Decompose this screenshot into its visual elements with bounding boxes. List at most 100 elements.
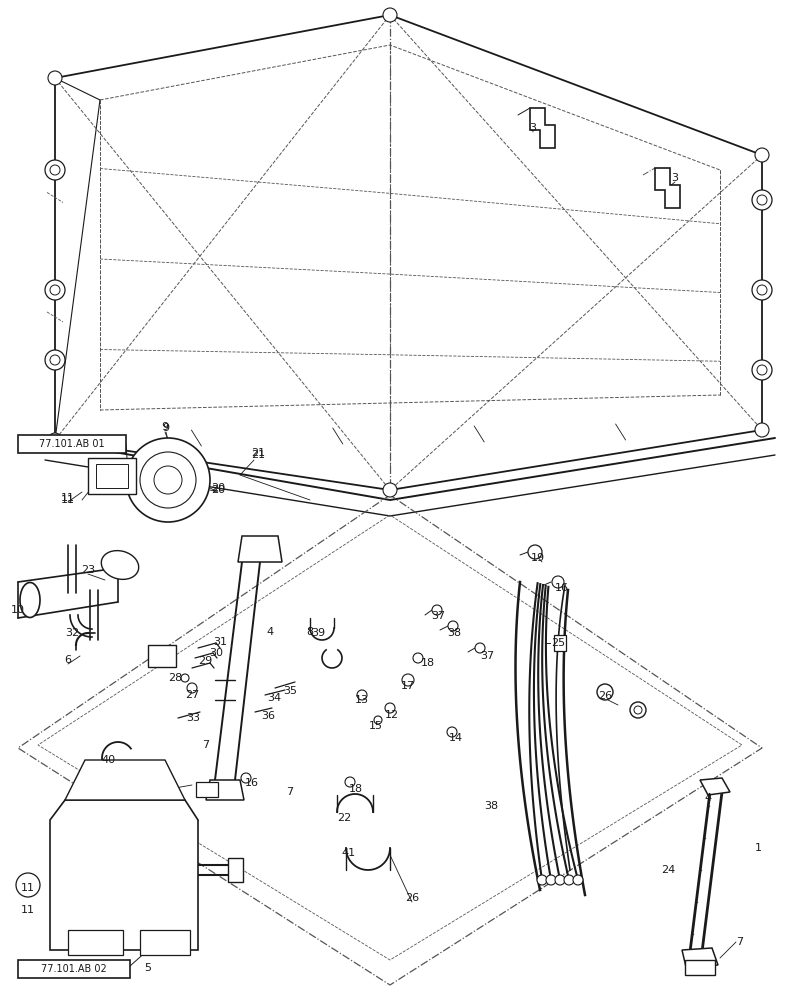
Text: 9: 9: [162, 422, 169, 432]
Text: 16: 16: [555, 583, 569, 593]
Circle shape: [475, 643, 485, 653]
Text: 21: 21: [251, 450, 265, 460]
Text: 11: 11: [21, 905, 35, 915]
Text: 13: 13: [355, 695, 369, 705]
Text: 35: 35: [283, 686, 297, 696]
Bar: [18, 435, 126, 453]
Text: 36: 36: [261, 711, 275, 721]
Text: 18: 18: [421, 658, 435, 668]
Circle shape: [345, 777, 355, 787]
Text: 31: 31: [213, 637, 227, 647]
Text: 28: 28: [168, 673, 182, 683]
Text: 11: 11: [61, 493, 75, 503]
Polygon shape: [238, 536, 282, 562]
Bar: [68, 930, 123, 955]
Circle shape: [126, 438, 210, 522]
Circle shape: [546, 875, 556, 885]
Bar: [18, 960, 130, 978]
Circle shape: [383, 483, 397, 497]
Text: 26: 26: [405, 893, 419, 903]
Circle shape: [630, 702, 646, 718]
Circle shape: [385, 703, 395, 713]
Polygon shape: [655, 168, 680, 208]
Text: 24: 24: [661, 865, 675, 875]
Circle shape: [528, 545, 542, 559]
Circle shape: [634, 706, 642, 714]
Circle shape: [448, 621, 458, 631]
Text: 30: 30: [209, 648, 223, 658]
Text: 7: 7: [736, 937, 743, 947]
Text: 32: 32: [65, 628, 79, 638]
Text: 11: 11: [21, 883, 35, 893]
Circle shape: [537, 875, 547, 885]
Text: 19: 19: [531, 553, 545, 563]
Text: 7: 7: [287, 787, 293, 797]
Circle shape: [50, 285, 60, 295]
Circle shape: [181, 674, 189, 682]
Circle shape: [357, 690, 367, 700]
Circle shape: [45, 280, 65, 300]
Text: 26: 26: [598, 691, 612, 701]
Circle shape: [154, 466, 182, 494]
Circle shape: [564, 875, 574, 885]
Ellipse shape: [101, 551, 139, 579]
Text: 21: 21: [251, 448, 265, 458]
Circle shape: [552, 576, 564, 588]
Circle shape: [45, 160, 65, 180]
Text: 40: 40: [101, 755, 115, 765]
Bar: [196, 782, 218, 797]
Polygon shape: [206, 780, 244, 800]
Text: 37: 37: [431, 611, 445, 621]
Circle shape: [597, 684, 613, 700]
Text: 8: 8: [306, 627, 314, 637]
Circle shape: [755, 148, 769, 162]
Circle shape: [241, 773, 251, 783]
Text: 77.101.AB 02: 77.101.AB 02: [41, 964, 107, 974]
Text: 41: 41: [341, 848, 355, 858]
Circle shape: [447, 727, 457, 737]
Text: 38: 38: [484, 801, 498, 811]
Text: 9: 9: [162, 423, 170, 433]
Polygon shape: [50, 800, 198, 950]
Text: 11: 11: [61, 495, 75, 505]
Text: 25: 25: [551, 638, 565, 648]
Text: 16: 16: [245, 778, 259, 788]
Circle shape: [50, 355, 60, 365]
Text: 20: 20: [211, 485, 225, 495]
Text: 6: 6: [65, 655, 71, 665]
Text: 15: 15: [369, 721, 383, 731]
Polygon shape: [700, 778, 730, 795]
Bar: [148, 645, 176, 667]
Text: 12: 12: [385, 710, 399, 720]
Text: 22: 22: [337, 813, 351, 823]
Text: 37: 37: [480, 651, 494, 661]
Polygon shape: [682, 948, 718, 967]
Bar: [96, 464, 128, 488]
Circle shape: [48, 433, 62, 447]
Circle shape: [45, 350, 65, 370]
Text: 4: 4: [267, 627, 274, 637]
Text: 14: 14: [449, 733, 463, 743]
Text: 7: 7: [203, 740, 209, 750]
Bar: [554, 635, 566, 651]
Circle shape: [383, 8, 397, 22]
Circle shape: [140, 452, 196, 508]
Text: 29: 29: [198, 656, 213, 666]
Circle shape: [555, 875, 565, 885]
Circle shape: [752, 360, 772, 380]
Text: 23: 23: [81, 565, 95, 575]
Circle shape: [757, 285, 767, 295]
Circle shape: [16, 873, 40, 897]
Text: 34: 34: [267, 693, 281, 703]
Circle shape: [573, 875, 583, 885]
Text: 27: 27: [185, 690, 199, 700]
Circle shape: [402, 674, 414, 686]
Circle shape: [187, 683, 197, 693]
Circle shape: [757, 365, 767, 375]
Text: 1: 1: [755, 843, 761, 853]
Polygon shape: [530, 108, 555, 148]
Bar: [685, 960, 715, 975]
Text: 3: 3: [671, 173, 679, 183]
Ellipse shape: [20, 582, 40, 617]
Text: 39: 39: [311, 628, 325, 638]
